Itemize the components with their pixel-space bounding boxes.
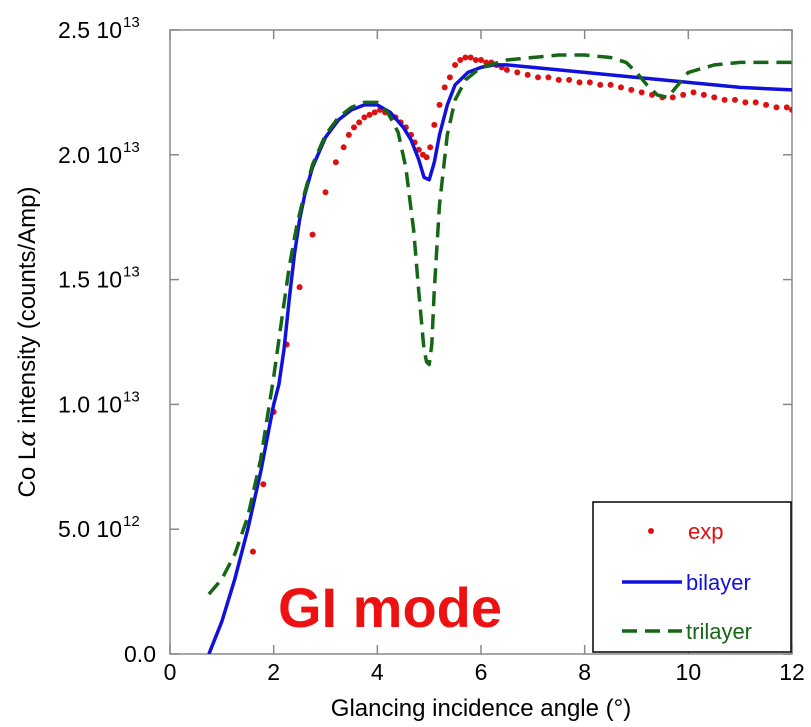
x-tick-label: 6 xyxy=(475,659,488,685)
y-tick-label-mantissa: 2.5 10 xyxy=(58,17,122,43)
data-point-exp xyxy=(452,61,459,68)
data-point-exp xyxy=(351,124,358,131)
data-point-exp xyxy=(763,101,770,108)
data-point-exp xyxy=(721,96,728,103)
data-point-exp xyxy=(669,94,676,101)
y-tick-label: 5.0 10 xyxy=(58,516,122,542)
data-point-exp xyxy=(700,91,707,98)
y-tick-label: 0.0 xyxy=(124,641,156,667)
data-point-exp xyxy=(566,76,573,83)
data-point-exp xyxy=(361,114,368,121)
y-tick-label-exponent: 13 xyxy=(123,264,140,281)
y-axis-title-symbol: α xyxy=(13,431,41,447)
legend-box xyxy=(592,501,792,653)
data-point-exp xyxy=(457,56,464,63)
data-point-exp xyxy=(535,74,542,81)
series-line-bilayer xyxy=(207,63,792,654)
data-point-exp xyxy=(576,79,583,86)
data-point-exp xyxy=(366,111,373,118)
data-point-exp xyxy=(545,74,552,81)
y-tick-label-exponent: 13 xyxy=(123,14,140,31)
data-point-exp xyxy=(514,69,521,76)
data-point-exp xyxy=(332,159,339,166)
data-point-exp xyxy=(260,481,267,488)
y-axis-title-suffix: intensity (counts/Amp) xyxy=(14,186,41,430)
series-layer xyxy=(207,53,792,654)
data-point-exp xyxy=(356,119,363,126)
data-point-exp xyxy=(322,189,329,196)
y-tick-label-mantissa: 5.0 10 xyxy=(58,516,122,542)
y-tick-label-exponent: 12 xyxy=(123,513,140,530)
data-point-exp xyxy=(340,144,347,151)
data-point-exp xyxy=(462,54,469,61)
data-point-exp xyxy=(371,109,378,116)
x-tick-label: 12 xyxy=(779,659,805,685)
y-tick-label-exponent: 13 xyxy=(123,388,140,405)
data-point-exp xyxy=(478,56,484,63)
data-point-exp xyxy=(436,101,443,108)
data-point-exp xyxy=(296,284,303,291)
legend-label-trilayer: trilayer xyxy=(686,619,752,644)
legend-marker-exp xyxy=(648,528,654,534)
y-tick-label-mantissa: 1.5 10 xyxy=(58,267,122,293)
y-tick-label: 1.0 10 xyxy=(58,391,122,417)
x-tick-label: 2 xyxy=(267,659,280,685)
data-point-exp xyxy=(467,54,474,61)
data-point-exp xyxy=(586,79,593,86)
y-tick-label: 2.5 10 xyxy=(58,17,122,43)
data-point-exp xyxy=(503,66,510,73)
data-point-exp xyxy=(711,94,718,101)
y-tick-label-exponent: 13 xyxy=(123,139,140,156)
y-tick-label-mantissa: 0.0 xyxy=(124,641,156,667)
data-point-exp xyxy=(690,89,697,96)
legend: exp bilayer trilayer xyxy=(592,501,792,653)
x-axis-ticks: 0 2 4 6 8 10 12 xyxy=(164,30,805,685)
y-axis-ticks: 0.05.0 10 121.0 10 131.5 10 132.0 10 132.5 1… xyxy=(58,14,792,667)
y-tick-label: 1.5 10 xyxy=(58,267,122,293)
data-point-exp xyxy=(249,548,256,555)
x-tick-label: 4 xyxy=(371,659,384,685)
gi-mode-annotation: GI mode xyxy=(278,576,502,639)
data-point-exp xyxy=(524,71,531,78)
legend-label-bilayer: bilayer xyxy=(686,570,751,595)
data-point-exp xyxy=(783,104,790,111)
data-point-exp xyxy=(345,131,352,138)
data-point-exp xyxy=(638,89,645,96)
x-tick-label: 10 xyxy=(676,659,702,685)
data-point-exp xyxy=(731,96,738,103)
data-point-exp xyxy=(309,231,316,238)
data-point-exp xyxy=(472,56,479,63)
x-tick-label: 8 xyxy=(578,659,591,685)
data-point-exp xyxy=(441,84,448,91)
y-axis-title-prefix: Co L xyxy=(14,447,41,498)
y-tick-label-mantissa: 2.0 10 xyxy=(58,142,122,168)
data-point-exp xyxy=(789,106,792,113)
y-axis-title: Co Lα intensity (counts/Amp) xyxy=(13,186,41,497)
data-point-exp xyxy=(742,99,749,106)
data-point-exp xyxy=(680,91,687,98)
series-line-trilayer xyxy=(207,53,792,596)
data-point-exp xyxy=(431,121,438,128)
data-point-exp xyxy=(773,104,780,111)
data-point-exp xyxy=(427,144,434,151)
y-tick-label-mantissa: 1.0 10 xyxy=(58,391,122,417)
legend-label-exp: exp xyxy=(688,519,723,544)
data-point-exp xyxy=(446,74,453,81)
data-point-exp xyxy=(752,99,759,106)
x-tick-label: 0 xyxy=(164,659,177,685)
data-point-exp xyxy=(607,81,614,88)
data-point-exp xyxy=(555,76,562,83)
y-tick-label: 2.0 10 xyxy=(58,142,122,168)
data-point-exp xyxy=(423,154,430,161)
data-point-exp xyxy=(597,81,604,88)
data-point-exp xyxy=(617,84,624,91)
series-exp xyxy=(249,54,792,555)
x-axis-title: Glancing incidence angle (°) xyxy=(331,695,631,722)
data-point-exp xyxy=(628,86,635,93)
